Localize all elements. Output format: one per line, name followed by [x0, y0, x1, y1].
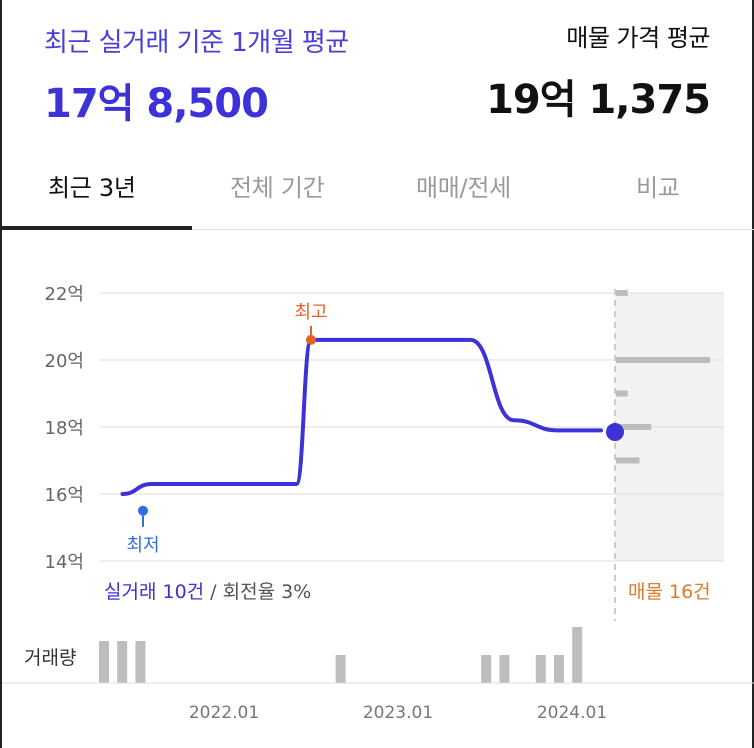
high-dot: [306, 334, 316, 345]
current-price-dot: [606, 423, 624, 442]
tab-sale-lease[interactable]: 매매/전세: [416, 174, 511, 202]
listing-summary-value: 19억 1,375: [486, 77, 711, 123]
active-tab-indicator: [2, 226, 192, 230]
listing-bar: [616, 290, 628, 296]
transaction-footnote: 실거래 10건 / 회전율 3%: [104, 577, 311, 604]
volume-bar: [481, 655, 492, 683]
volume-bar: [99, 641, 109, 683]
listing-summary: 매물 가격 평균 19억 1,375: [486, 18, 711, 125]
volume-bar: [499, 655, 510, 683]
tab-all-period[interactable]: 전체 기간: [230, 174, 325, 202]
y-tick-label: 16억: [45, 485, 84, 506]
y-tick-label: 18억: [45, 418, 84, 439]
listing-bar: [616, 457, 640, 464]
volume-bar: [117, 641, 128, 683]
turnover-rate: / 회전율 3%: [204, 581, 312, 603]
volume-bar: [535, 655, 546, 683]
y-tick-label: 22억: [45, 284, 84, 305]
x-tick-label: 2023.01: [363, 703, 433, 723]
recent-summary: 최근 실거래 기준 1개월 평균 17억 8,500: [44, 22, 349, 129]
volume-bar: [572, 627, 583, 683]
listing-bar: [616, 357, 710, 363]
transaction-count: 실거래 10건: [104, 581, 205, 603]
volume-label: 거래량: [24, 647, 77, 669]
volume-bar: [554, 655, 564, 683]
volume-bar: [135, 641, 146, 683]
high-label: 최고: [294, 302, 327, 323]
y-tick-label: 20억: [45, 351, 84, 372]
volume-bar: [335, 655, 346, 683]
listing-summary-label: 매물 가격 평균: [566, 24, 710, 52]
listing-bar: [616, 390, 628, 397]
tab-compare[interactable]: 비교: [636, 174, 680, 202]
tab-recent-3y[interactable]: 최근 3년: [48, 174, 136, 202]
y-tick-label: 14억: [45, 552, 84, 573]
low-label: 최저: [126, 535, 159, 556]
recent-summary-value: 17억 8,500: [44, 81, 269, 127]
recent-summary-label: 최근 실거래 기준 1개월 평균: [44, 28, 349, 58]
x-tick-label: 2022.01: [189, 703, 259, 723]
x-tick-label: 2024.01: [537, 703, 607, 723]
period-tabs: 최근 3년 전체 기간 매매/전세 비교: [2, 150, 754, 230]
price-line: [120, 337, 603, 496]
low-dot: [138, 505, 148, 516]
listing-count: 매물 16건: [628, 581, 711, 603]
listing-bar: [616, 424, 652, 430]
